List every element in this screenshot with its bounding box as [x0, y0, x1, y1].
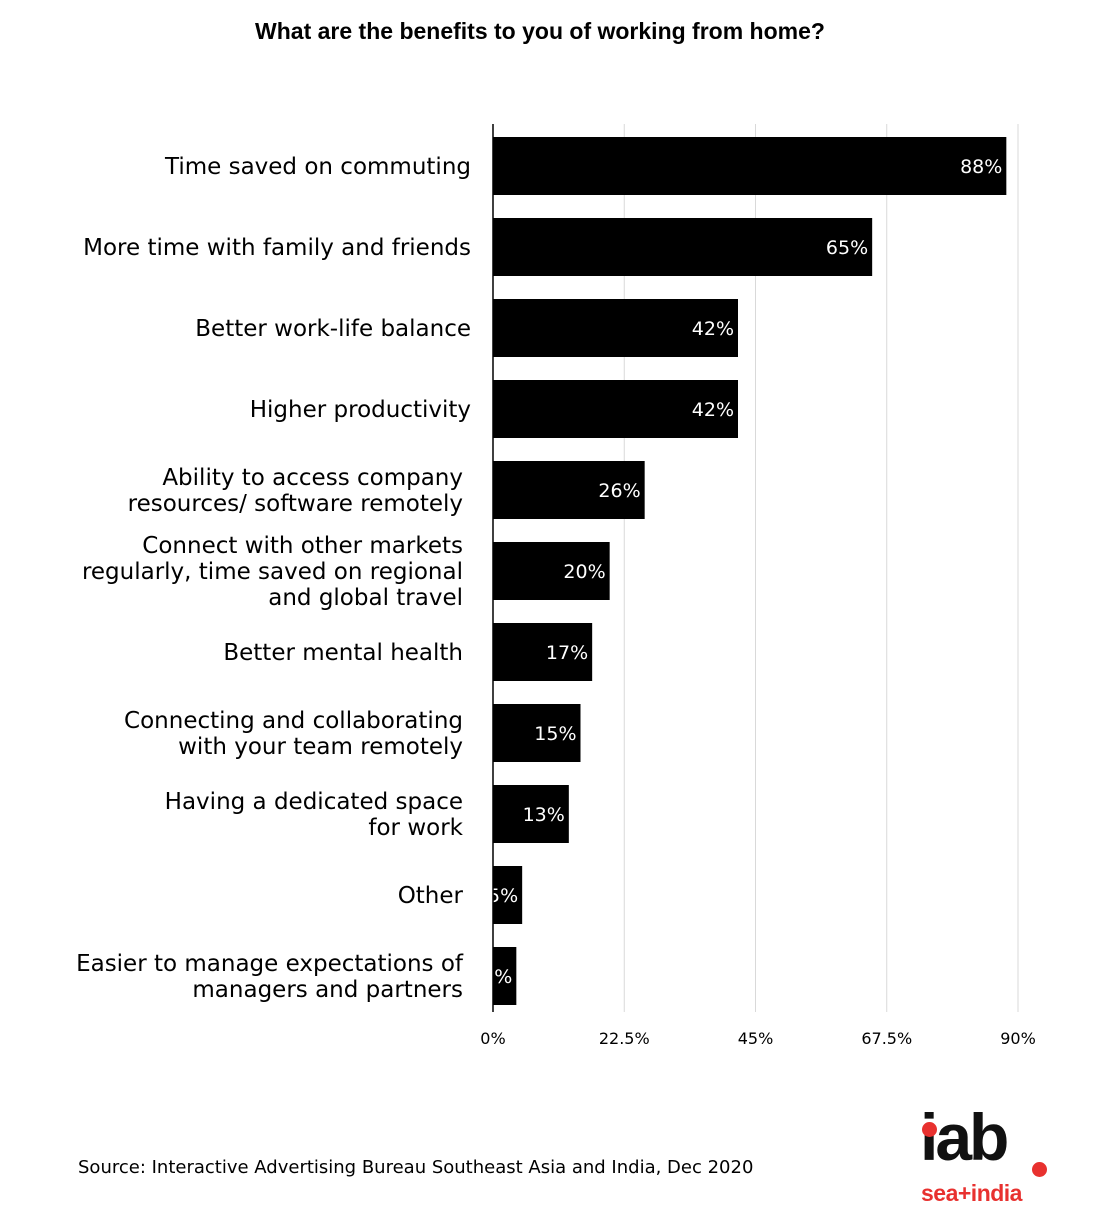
data-label: 17% [546, 642, 588, 664]
bar [493, 380, 738, 438]
data-label: 4% [482, 966, 512, 988]
category-label: Higher productivity [250, 397, 471, 423]
bar [493, 299, 738, 357]
bar [493, 785, 569, 843]
data-label: 15% [534, 723, 576, 745]
category-label: Connecting and collaborating with your te… [124, 708, 463, 760]
category-label-line: with your team remotely [178, 734, 463, 760]
category-label-line: Easier to manage expectations of [76, 951, 464, 977]
chart-title: What are the benefits to you of working … [255, 18, 825, 44]
category-label: Easier to manage expectations of managers… [76, 951, 464, 1003]
bar [493, 542, 610, 600]
bar [493, 623, 593, 681]
category-label-line: regularly, time saved on regional [82, 559, 463, 585]
data-label: 5% [488, 885, 518, 907]
x-tick-label: 45% [738, 1029, 774, 1048]
bar [493, 704, 581, 762]
value-labels: 88% 65% 42% 42% 26% 20% 17% 15% 13% 5% 4% [482, 156, 1002, 988]
category-label-line: Other [398, 883, 464, 909]
category-label-line: Having a dedicated space [165, 789, 463, 815]
category-label: Connect with other markets regularly, tim… [82, 533, 463, 611]
logo-dot-icon [922, 1122, 937, 1137]
category-label: Better work-life balance [195, 316, 471, 342]
logo-period-icon [1032, 1162, 1047, 1177]
x-tick-label: 22.5% [599, 1029, 650, 1048]
bar [493, 947, 517, 1005]
logo-subtext: sea+india [921, 1180, 1022, 1206]
x-tick-label: 0% [480, 1029, 505, 1048]
data-label: 42% [692, 318, 734, 340]
category-label-line: Better mental health [223, 640, 463, 666]
bar [493, 137, 1007, 195]
category-label-line: More time with family and friends [83, 235, 471, 261]
x-tick-label: 67.5% [861, 1029, 912, 1048]
category-label: Ability to access company resources/ soft… [128, 465, 463, 517]
data-label: 42% [692, 399, 734, 421]
bar [493, 866, 523, 924]
category-label-line: managers and partners [192, 977, 463, 1003]
data-label: 65% [826, 237, 868, 259]
category-label: More time with family and friends [83, 235, 471, 261]
category-label: Other [398, 883, 464, 909]
category-label-line: Connecting and collaborating [124, 708, 463, 734]
data-label: 88% [960, 156, 1002, 178]
category-label-line: Ability to access company [162, 465, 463, 491]
category-label-line: for work [368, 815, 463, 841]
category-label-line: Connect with other markets [142, 533, 463, 559]
category-label-line: Better work-life balance [195, 316, 471, 342]
data-label: 20% [563, 561, 605, 583]
bar [493, 461, 645, 519]
logo-wordmark: iab [920, 1100, 1009, 1174]
category-label: Having a dedicated space for work [165, 789, 464, 841]
category-label-line: resources/ software remotely [128, 491, 463, 517]
category-label-line: and global travel [268, 585, 463, 611]
data-label: 26% [598, 480, 640, 502]
iab-logo: iab sea+india [918, 1104, 1058, 1210]
category-label-line: Higher productivity [250, 397, 471, 423]
x-tick-labels: 0% 22.5% 45% 67.5% 90% [480, 1029, 1035, 1048]
category-label: Time saved on commuting [164, 154, 471, 180]
bars [493, 137, 1007, 1005]
category-label: Better mental health [223, 640, 463, 666]
category-labels: Time saved on commuting More time with fa… [76, 154, 471, 1003]
source-note: Source: Interactive Advertising Bureau S… [78, 1157, 754, 1178]
bar [493, 218, 873, 276]
x-tick-label: 90% [1000, 1029, 1036, 1048]
category-label-line: Time saved on commuting [164, 154, 471, 180]
data-label: 13% [523, 804, 565, 826]
